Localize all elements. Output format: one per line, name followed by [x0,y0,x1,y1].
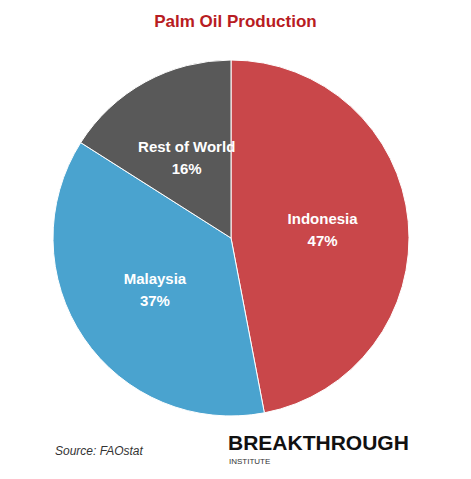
svg-text:47%: 47% [308,232,338,249]
svg-text:Rest of World: Rest of World [138,138,235,155]
svg-text:37%: 37% [140,292,170,309]
svg-text:INSTITUTE: INSTITUTE [229,457,270,466]
svg-text:BREAKTHROUGH: BREAKTHROUGH [228,431,409,454]
svg-text:Source: FAOstat: Source: FAOstat [55,444,143,458]
svg-text:Indonesia: Indonesia [288,210,359,227]
svg-text:Palm Oil Production: Palm Oil Production [154,12,316,31]
svg-text:Malaysia: Malaysia [124,270,187,287]
svg-text:16%: 16% [172,160,202,177]
